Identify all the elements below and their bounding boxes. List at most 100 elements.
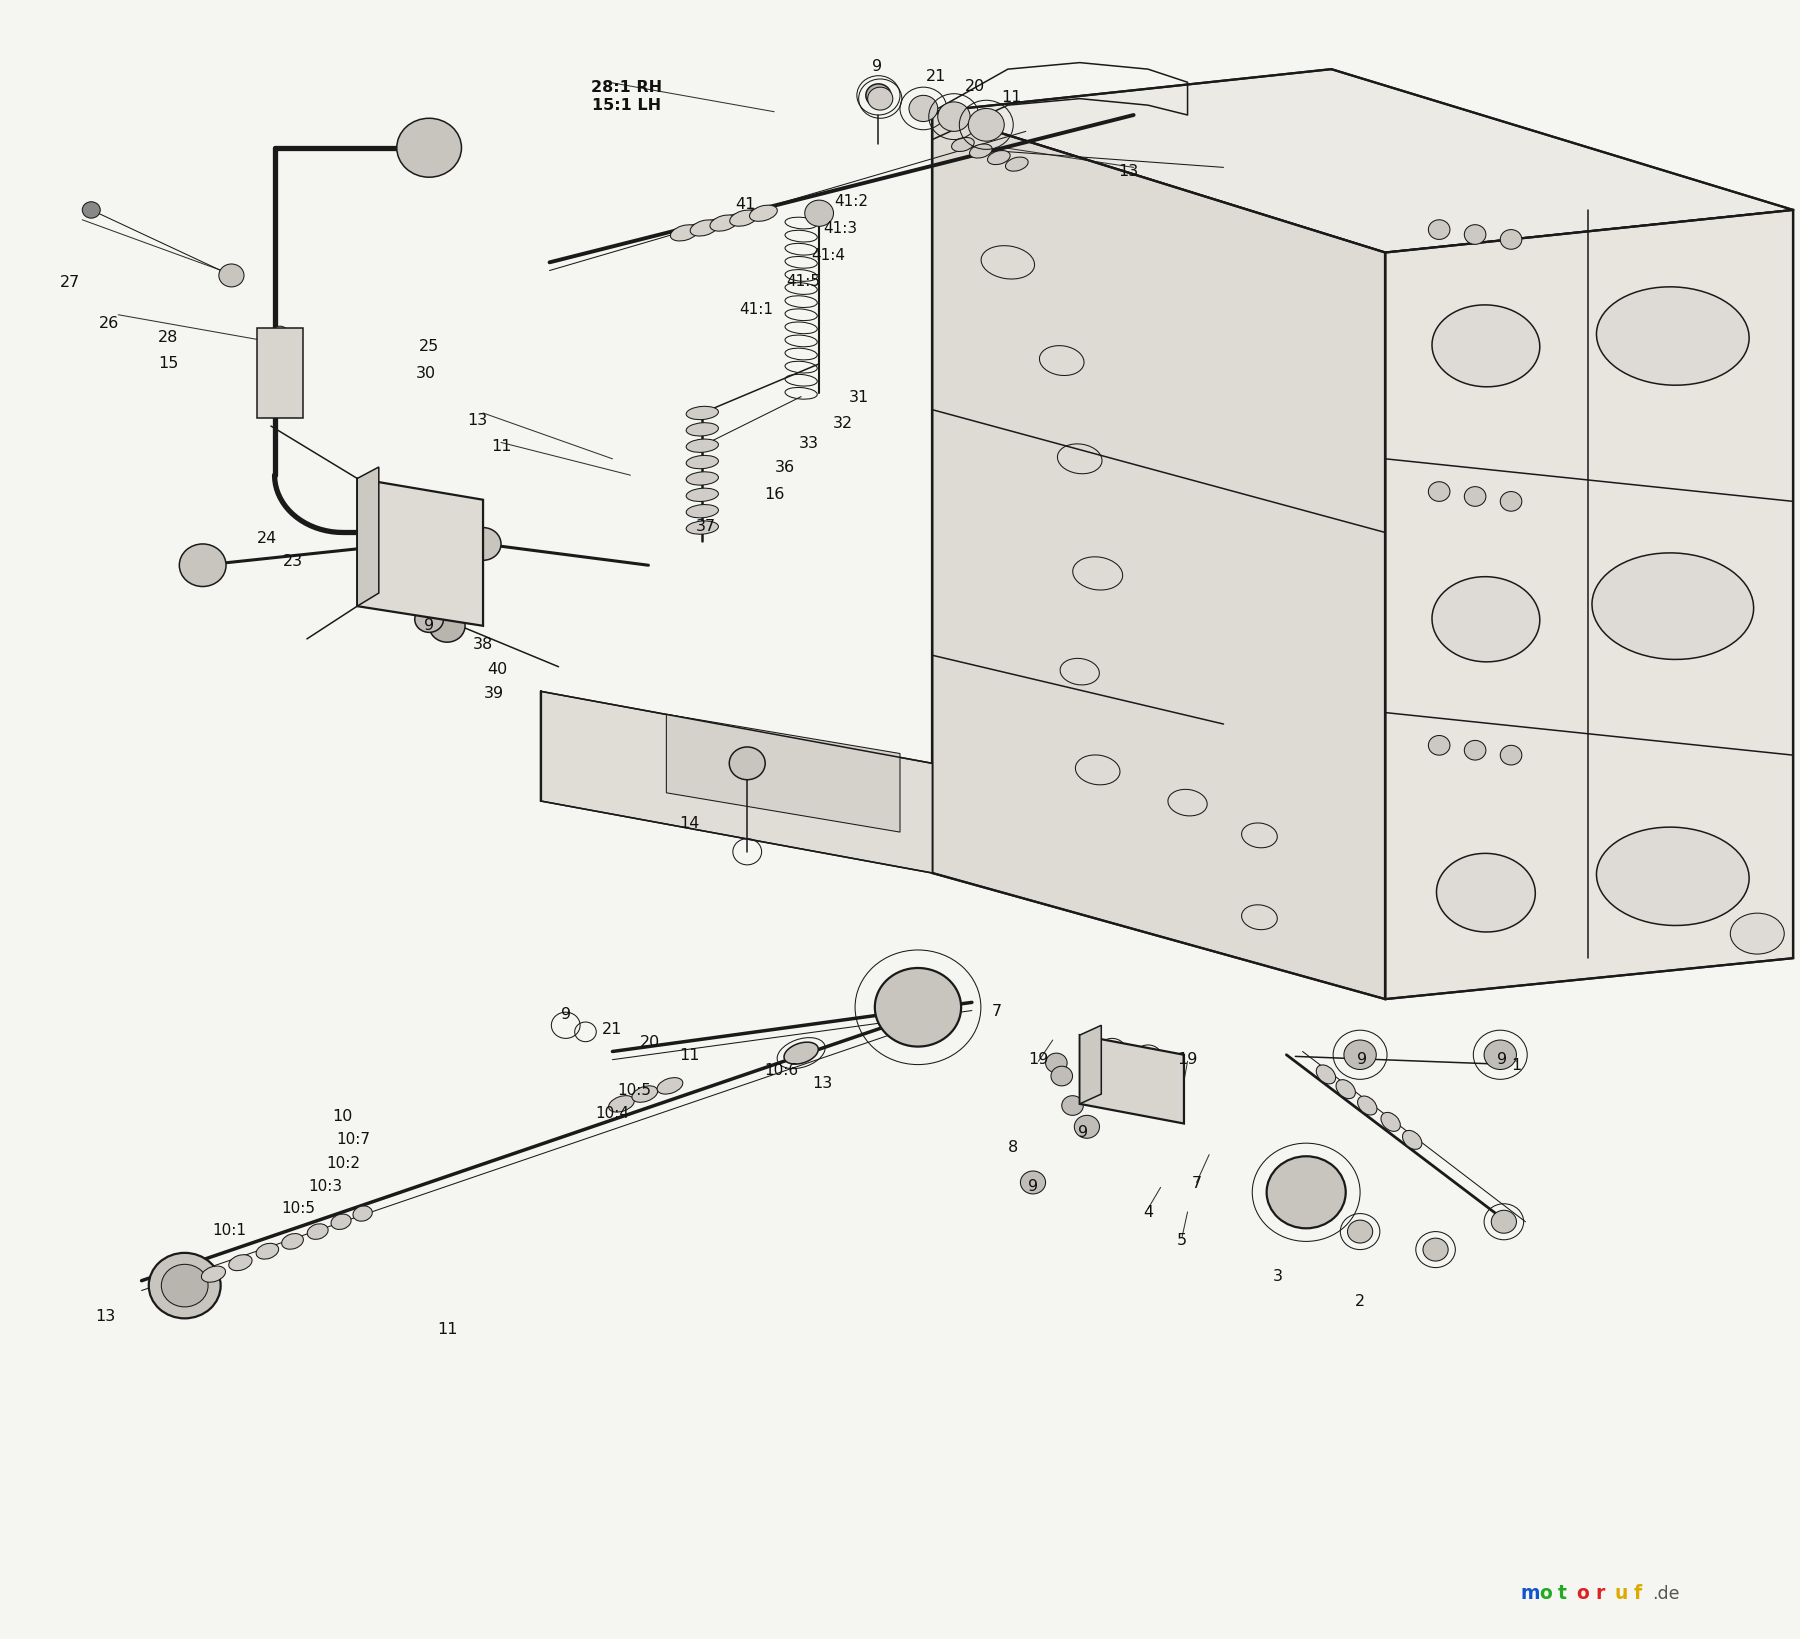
Circle shape	[1345, 1041, 1377, 1070]
Text: 11: 11	[491, 439, 511, 454]
Text: 25: 25	[419, 339, 439, 354]
Ellipse shape	[1730, 913, 1784, 954]
Polygon shape	[1080, 1026, 1102, 1105]
Text: 21: 21	[603, 1021, 623, 1036]
Ellipse shape	[1316, 1065, 1336, 1085]
Circle shape	[1499, 492, 1521, 511]
Ellipse shape	[353, 1206, 373, 1221]
Text: 10:5: 10:5	[281, 1200, 315, 1214]
Text: 37: 37	[697, 520, 716, 534]
Text: 23: 23	[283, 554, 302, 569]
Ellipse shape	[308, 1224, 328, 1239]
Circle shape	[220, 266, 245, 288]
Text: 20: 20	[641, 1034, 661, 1049]
Text: t: t	[1557, 1583, 1566, 1601]
Text: u: u	[1615, 1583, 1627, 1601]
Polygon shape	[540, 692, 932, 874]
Ellipse shape	[657, 1078, 682, 1095]
Ellipse shape	[686, 521, 718, 534]
Ellipse shape	[1591, 554, 1753, 661]
Circle shape	[1429, 221, 1451, 241]
Ellipse shape	[202, 1267, 225, 1282]
Circle shape	[396, 120, 461, 179]
Text: .de: .de	[1652, 1583, 1679, 1601]
Circle shape	[1046, 1054, 1067, 1074]
Polygon shape	[257, 329, 304, 418]
Circle shape	[272, 328, 290, 343]
Circle shape	[180, 544, 227, 587]
Circle shape	[149, 1254, 221, 1318]
Ellipse shape	[1006, 157, 1028, 172]
Text: 9: 9	[871, 59, 882, 74]
Text: 9: 9	[560, 1006, 571, 1021]
Ellipse shape	[331, 1214, 351, 1229]
Circle shape	[434, 539, 459, 562]
Ellipse shape	[281, 1234, 304, 1249]
Text: 5: 5	[1177, 1233, 1188, 1247]
Circle shape	[938, 103, 970, 133]
Text: 9: 9	[1078, 1124, 1089, 1139]
Text: 40: 40	[488, 662, 508, 677]
Text: 41: 41	[734, 197, 756, 211]
Ellipse shape	[686, 423, 718, 436]
Text: 9: 9	[1028, 1178, 1039, 1193]
Circle shape	[1465, 487, 1485, 506]
Text: 9: 9	[425, 618, 434, 633]
Text: 1: 1	[1512, 1057, 1521, 1072]
Circle shape	[1062, 1096, 1084, 1116]
Circle shape	[428, 610, 464, 642]
Text: 41:3: 41:3	[824, 221, 859, 236]
Circle shape	[1499, 746, 1521, 765]
Ellipse shape	[229, 1255, 252, 1270]
Text: o: o	[1539, 1583, 1552, 1601]
Text: 39: 39	[484, 687, 504, 701]
Text: 41:1: 41:1	[740, 302, 774, 316]
Circle shape	[729, 747, 765, 780]
Text: f: f	[1633, 1583, 1642, 1601]
Text: 33: 33	[799, 436, 819, 451]
Text: 10:3: 10:3	[308, 1178, 342, 1193]
Circle shape	[392, 488, 418, 511]
Text: 13: 13	[95, 1308, 115, 1323]
Text: 7: 7	[1192, 1175, 1202, 1190]
Ellipse shape	[749, 207, 778, 223]
Text: 10:5: 10:5	[617, 1082, 652, 1096]
Text: 10: 10	[333, 1108, 353, 1123]
Text: 36: 36	[776, 461, 796, 475]
Circle shape	[909, 97, 938, 123]
Circle shape	[1051, 1067, 1073, 1087]
Text: o: o	[1577, 1583, 1589, 1601]
Circle shape	[1429, 482, 1451, 502]
Text: 11: 11	[1001, 90, 1022, 105]
Circle shape	[1465, 226, 1485, 246]
Circle shape	[1134, 1046, 1163, 1072]
Text: 13: 13	[468, 413, 488, 428]
Circle shape	[464, 528, 500, 561]
Ellipse shape	[1433, 306, 1539, 387]
Ellipse shape	[1597, 288, 1750, 385]
Circle shape	[1424, 1239, 1449, 1262]
Text: 41:4: 41:4	[812, 247, 846, 262]
Ellipse shape	[686, 456, 718, 469]
Circle shape	[968, 110, 1004, 143]
Text: 41:5: 41:5	[787, 274, 821, 288]
Circle shape	[868, 89, 893, 111]
Circle shape	[272, 349, 290, 365]
Ellipse shape	[686, 505, 718, 518]
Circle shape	[414, 606, 443, 633]
Text: 10:2: 10:2	[326, 1155, 360, 1170]
Circle shape	[1499, 231, 1521, 251]
Polygon shape	[932, 113, 1386, 1000]
Text: 13: 13	[812, 1075, 833, 1090]
Ellipse shape	[686, 488, 718, 502]
Text: 41:2: 41:2	[835, 193, 868, 208]
Circle shape	[434, 495, 459, 518]
Circle shape	[1429, 736, 1451, 756]
Circle shape	[875, 969, 961, 1047]
Circle shape	[162, 1265, 209, 1306]
Ellipse shape	[689, 221, 718, 238]
Text: r: r	[1595, 1583, 1606, 1601]
Text: 26: 26	[99, 316, 119, 331]
Circle shape	[1267, 1157, 1346, 1229]
Circle shape	[398, 510, 448, 556]
